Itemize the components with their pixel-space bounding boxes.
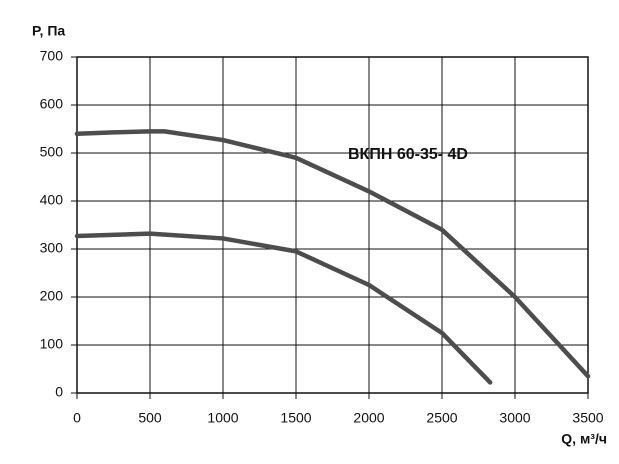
y-tick-label: 400 <box>40 192 64 208</box>
x-tick-label: 2500 <box>426 410 457 426</box>
x-tick-label: 0 <box>73 410 81 426</box>
y-tick-label: 200 <box>40 288 64 304</box>
y-tick-label: 500 <box>40 144 64 160</box>
y-axis-label: P, Па <box>32 23 65 39</box>
x-tick-label: 1000 <box>207 410 238 426</box>
x-axis-label: Q, м³/ч <box>561 431 607 447</box>
plot-frame <box>76 56 589 394</box>
x-tick-label: 1500 <box>280 410 311 426</box>
curve <box>74 231 493 385</box>
y-tick-label: 700 <box>40 48 64 64</box>
y-tick-label: 0 <box>55 384 63 400</box>
y-tick-label: 300 <box>40 240 64 256</box>
y-tick-label: 600 <box>40 96 64 112</box>
y-tick-label: 100 <box>40 336 64 352</box>
x-tick-label: 2000 <box>353 410 384 426</box>
x-tick-label: 3500 <box>572 410 603 426</box>
annotation: ВКПН 60-35- 4D <box>348 146 468 163</box>
x-tick-label: 3000 <box>499 410 530 426</box>
x-tick-label: 500 <box>138 410 162 426</box>
curve <box>74 129 591 379</box>
